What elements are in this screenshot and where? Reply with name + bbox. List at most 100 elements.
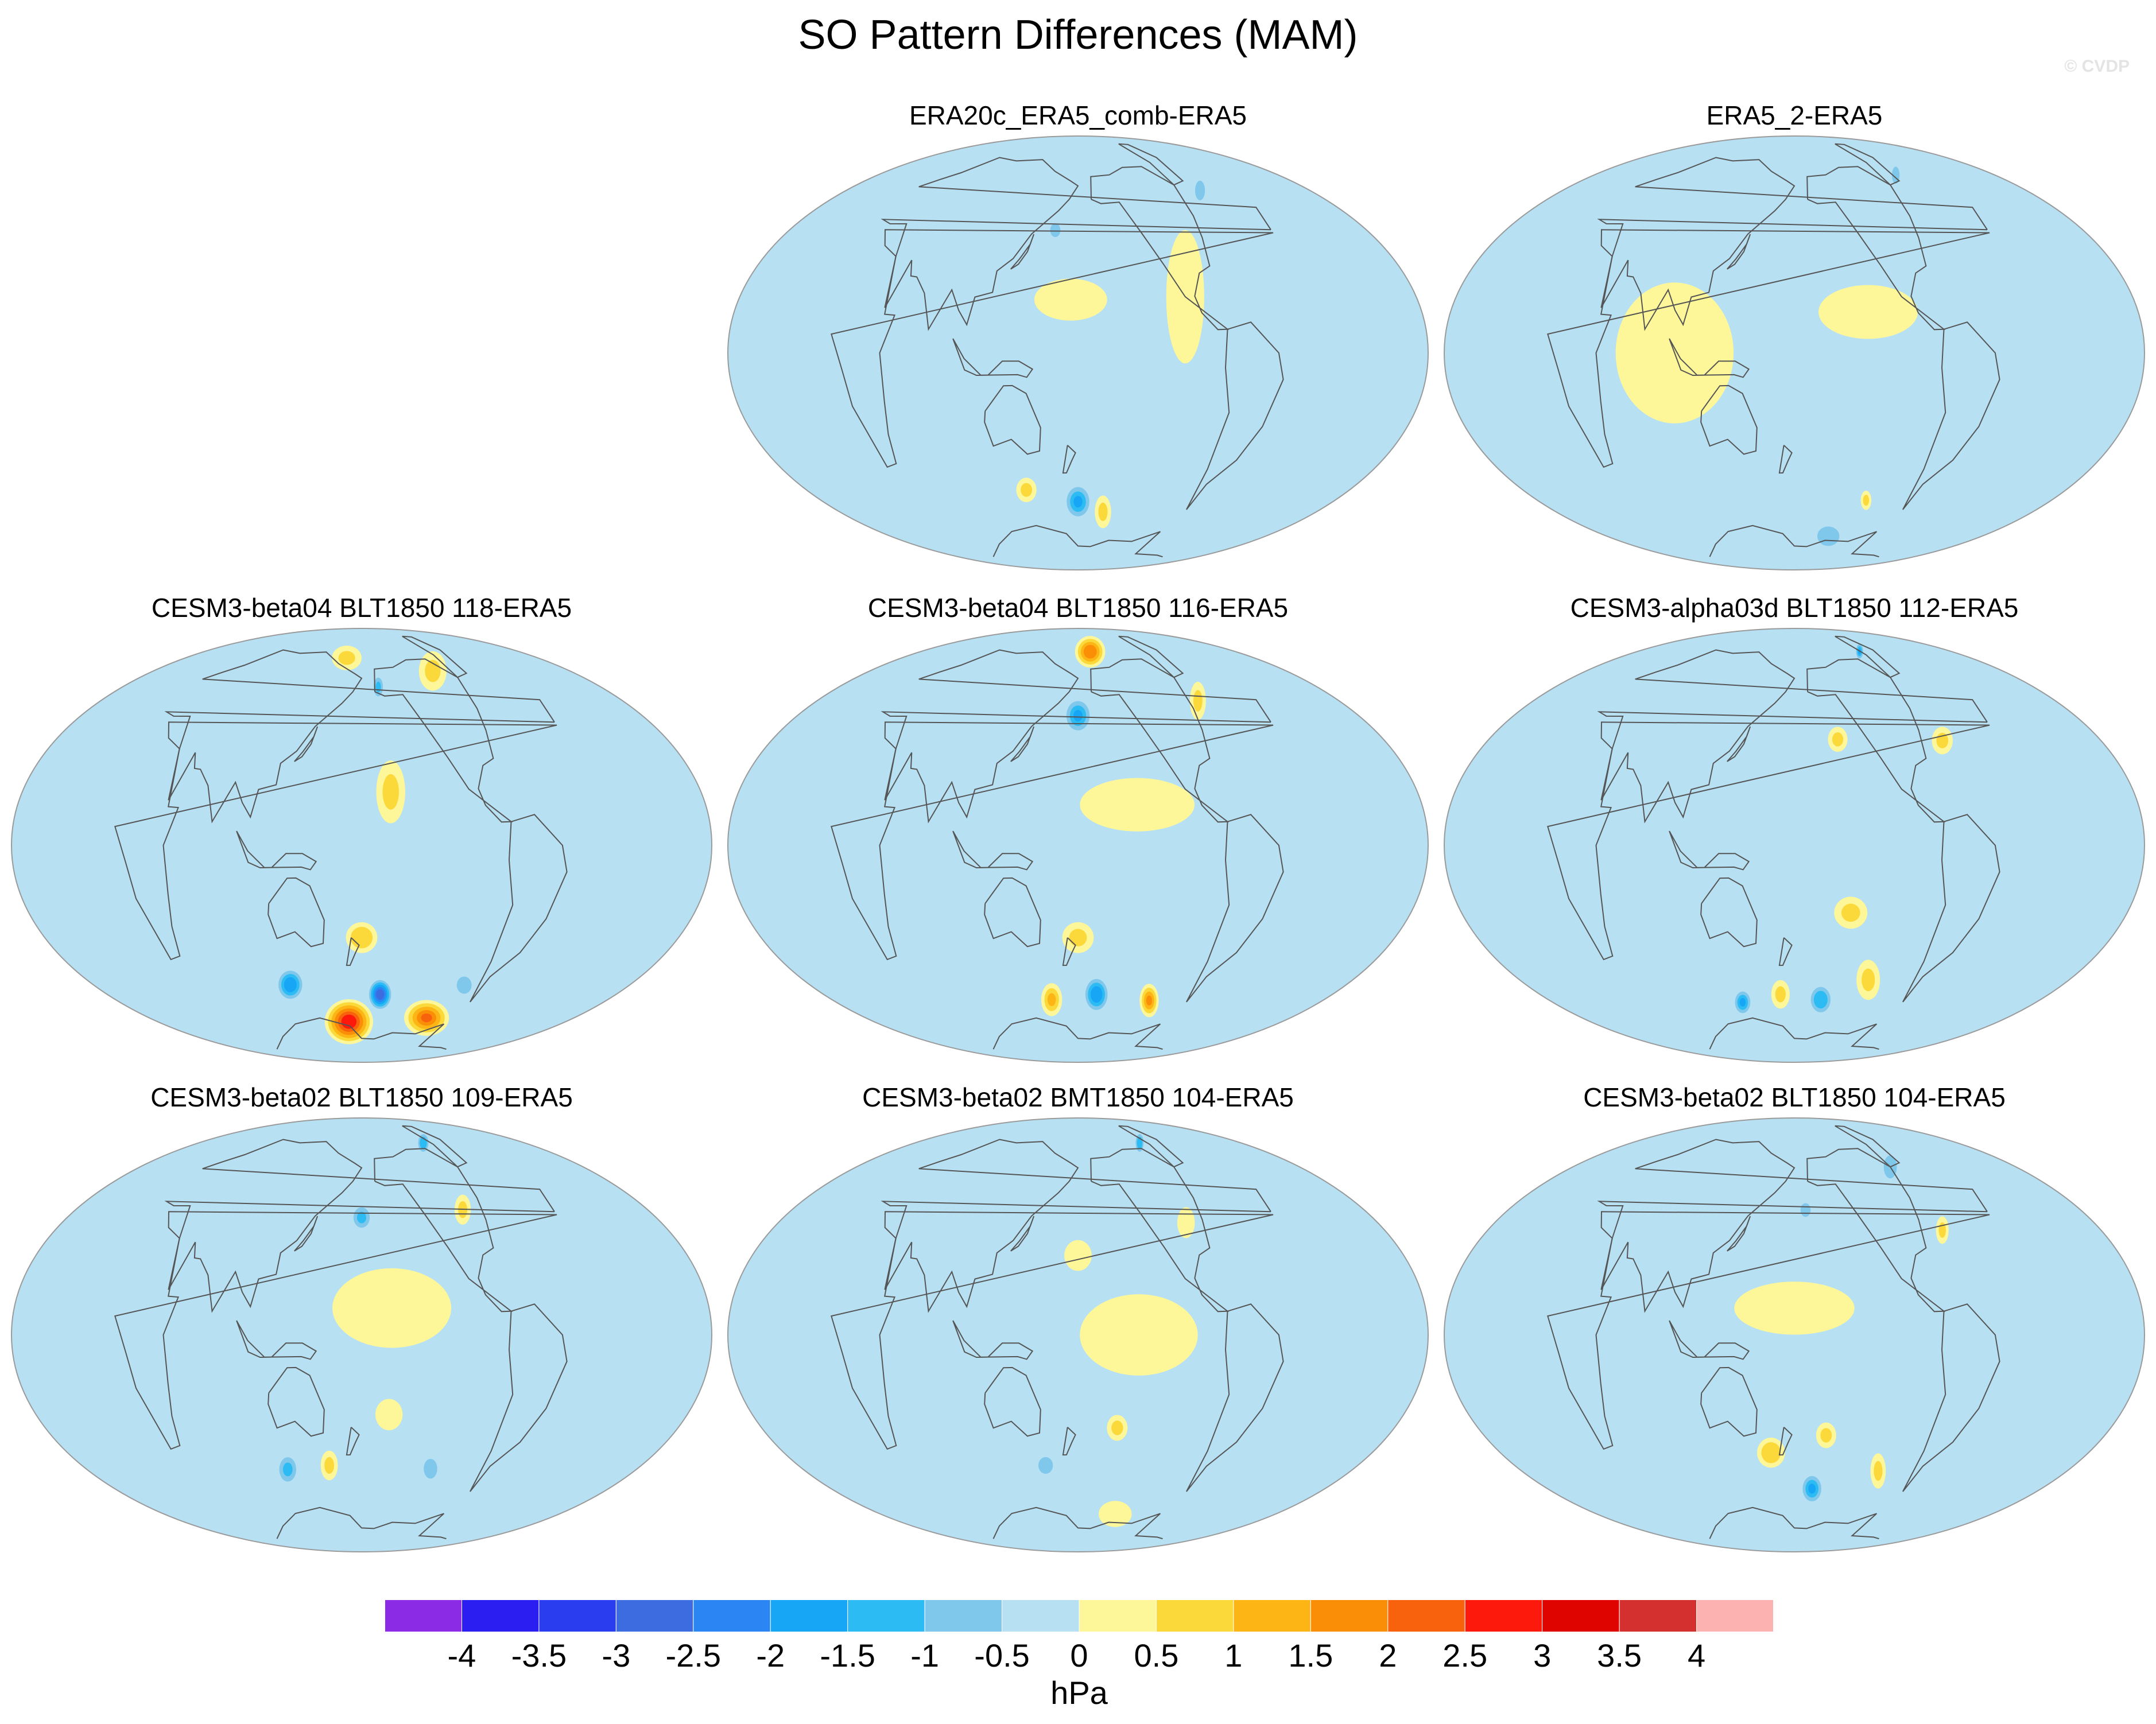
coastline xyxy=(984,877,1041,948)
colorbar-swatch xyxy=(1002,1599,1080,1633)
panel-title: CESM3-beta04 BLT1850 116-ERA5 xyxy=(868,593,1288,623)
coastline xyxy=(1010,234,1035,270)
colorbar-tick-label: 0.5 xyxy=(1134,1637,1179,1673)
coastline xyxy=(984,385,1041,455)
contour-region xyxy=(375,681,381,693)
panel: CESM3-beta04 BLT1850 118-ERA5 xyxy=(11,593,712,1063)
panel-title: ERA5_2-ERA5 xyxy=(1707,100,1883,130)
contour-region xyxy=(1146,995,1152,1006)
panel: CESM3-alpha03d BLT1850 112-ERA5 xyxy=(1444,593,2145,1063)
contour-region xyxy=(1069,929,1087,946)
contour-region xyxy=(356,1212,367,1224)
map-frame xyxy=(1444,1117,2145,1552)
contour-region xyxy=(1047,993,1056,1007)
colorbar-swatch xyxy=(538,1599,616,1633)
colorbar-tick-label: 0 xyxy=(1070,1637,1088,1673)
coastline xyxy=(1118,143,1184,186)
watermark: © CVDP xyxy=(2064,57,2130,76)
colorbar-tick-label: 3.5 xyxy=(1597,1637,1642,1673)
contour-region xyxy=(1073,710,1083,722)
colorbar-tick-label: -3.5 xyxy=(511,1637,567,1673)
map-background xyxy=(1444,136,2145,570)
colorbar-swatch xyxy=(384,1599,462,1633)
coastline xyxy=(1835,1125,1901,1168)
coastline xyxy=(984,1366,1041,1437)
panel: ERA5_2-ERA5 xyxy=(1444,100,2145,570)
coastline xyxy=(164,649,555,824)
coastline xyxy=(1669,1320,1750,1360)
contour-region xyxy=(1080,778,1195,832)
colorbar-swatch xyxy=(461,1599,540,1633)
colorbar-tick-label: 1 xyxy=(1224,1637,1242,1673)
coastline xyxy=(992,1017,1163,1050)
coastline xyxy=(1835,143,1901,186)
coastline xyxy=(1118,1125,1184,1168)
coastline xyxy=(1062,445,1076,474)
coastline xyxy=(267,1366,325,1437)
coastline xyxy=(1118,635,1184,678)
colorbar-tick-label: -0.5 xyxy=(974,1637,1030,1673)
contour-region xyxy=(1098,502,1108,521)
colorbar-tick-label: 4 xyxy=(1688,1637,1705,1673)
contour-region xyxy=(338,651,355,665)
coastline xyxy=(1669,338,1750,378)
coastline xyxy=(1709,1506,1879,1540)
colorbar-tick-label: 2.5 xyxy=(1442,1637,1487,1673)
panel-title: ERA20c_ERA5_comb-ERA5 xyxy=(909,100,1247,130)
contour-region xyxy=(1034,278,1107,321)
coastline xyxy=(1062,937,1076,966)
contour-region xyxy=(1820,1428,1832,1443)
colorbar: -4 -3.5 -3 -2.5 -2 -1.5 -1 -0.5 0 0.5 1 1.5 2 2.5 3 3.5… xyxy=(384,1599,1774,1711)
coastline xyxy=(276,1506,447,1540)
coastline xyxy=(1090,658,1230,823)
contour-region xyxy=(1098,1501,1132,1527)
coastline xyxy=(992,525,1163,558)
colorbar-swatch xyxy=(1696,1599,1774,1633)
panel-title: CESM3-beta02 BMT1850 104-ERA5 xyxy=(862,1082,1294,1112)
panel-title: CESM3-alpha03d BLT1850 112-ERA5 xyxy=(1571,593,2019,623)
contour-region xyxy=(341,1014,357,1029)
panel: CESM3-beta02 BLT1850 104-ERA5 xyxy=(1444,1082,2145,1552)
colorbar-tick-label: 2 xyxy=(1379,1637,1397,1673)
coastline xyxy=(1778,937,1793,966)
colorbar-swatch xyxy=(1387,1599,1465,1633)
contour-region xyxy=(284,977,297,992)
colorbar-swatch xyxy=(770,1599,848,1633)
map-frame xyxy=(11,1117,712,1552)
contour-region xyxy=(1863,495,1870,506)
colorbar-swatch xyxy=(615,1599,694,1633)
contour-region xyxy=(1038,1457,1053,1474)
colorbar-tick-label: -2 xyxy=(756,1637,785,1673)
colorbar-swatch xyxy=(1542,1599,1620,1633)
coastline xyxy=(1806,166,1946,331)
contour-region xyxy=(1073,496,1083,508)
contour-region xyxy=(1739,998,1746,1007)
coastline xyxy=(1547,721,1990,961)
coastline xyxy=(952,830,1034,871)
coastline xyxy=(1186,1303,1284,1492)
coastline xyxy=(1902,1303,2000,1492)
coastline xyxy=(1902,814,2000,1003)
contour-region xyxy=(350,926,373,949)
coastline xyxy=(1186,321,1284,510)
contour-region xyxy=(1775,986,1786,1003)
map-background xyxy=(728,136,1428,570)
map-frame xyxy=(1444,135,2145,570)
colorbar-tick-label: -4 xyxy=(448,1637,476,1673)
colorbar-swatch xyxy=(1155,1599,1234,1633)
colorbar-swatch xyxy=(1310,1599,1389,1633)
colorbar-swatch xyxy=(1233,1599,1311,1633)
coastline xyxy=(346,937,360,966)
panel: ERA20c_ERA5_comb-ERA5 xyxy=(727,100,1429,570)
coastline xyxy=(1727,1216,1751,1252)
coastline xyxy=(881,1139,1271,1313)
coastline xyxy=(1010,1216,1035,1252)
contour-region xyxy=(1808,1484,1816,1494)
coastline xyxy=(114,1211,557,1450)
colorbar-tick-label: -2.5 xyxy=(666,1637,722,1673)
coastline xyxy=(1902,321,2000,510)
contour-region xyxy=(1874,1461,1883,1481)
coastline xyxy=(1709,1017,1879,1050)
coastline xyxy=(114,721,557,961)
